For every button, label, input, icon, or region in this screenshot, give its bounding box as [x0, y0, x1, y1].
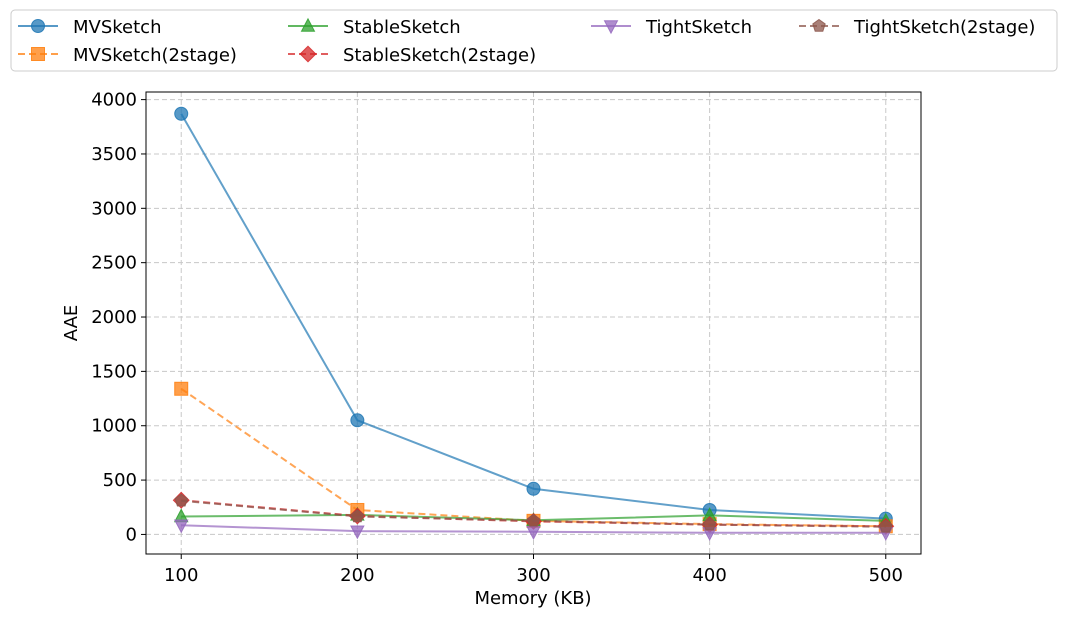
y-tick-label: 2000: [91, 307, 137, 328]
legend-label: MVSketch: [73, 17, 162, 38]
x-tick-label: 100: [164, 565, 198, 586]
legend-item: TightSketch: [591, 17, 752, 38]
y-tick-label: 4000: [91, 90, 137, 111]
y-tick-label: 3000: [91, 198, 137, 219]
data-point: [526, 513, 541, 527]
data-point: [526, 481, 541, 496]
x-axis-title: Memory (KB): [474, 588, 591, 609]
legend-swatch-marker: [300, 17, 316, 32]
data-point: [174, 493, 188, 507]
legend-item: StableSketch: [288, 17, 461, 38]
y-tick-label: 0: [126, 524, 137, 545]
y-tick-label: 1500: [91, 361, 137, 382]
grid-lines: [146, 92, 921, 554]
y-tick-label: 3500: [91, 144, 137, 165]
series-mvsketch: [174, 106, 893, 526]
y-axis: 0 500 1000 1500 2000 2500 3000 3500 4000: [91, 90, 146, 545]
legend-swatch-marker: [603, 20, 619, 35]
data-point: [702, 517, 717, 531]
data-point: [879, 519, 893, 533]
legend-item: MVSketch: [18, 17, 162, 38]
y-tick-label: 1000: [91, 416, 137, 437]
series-line: [180, 387, 886, 528]
legend-item: StableSketch(2stage): [288, 45, 536, 66]
legend-swatch-marker: [31, 19, 45, 33]
data-point: [174, 106, 189, 121]
legend: MVSketch MVSketch(2stage) StableSketch Stab…: [10, 9, 1058, 72]
legend-label: TightSketch: [645, 17, 752, 38]
legend-label: StableSketch(2stage): [343, 45, 536, 66]
x-axis: 100 200 300 400 500: [164, 554, 903, 586]
data-point: [350, 413, 365, 428]
series-layer: [172, 106, 895, 542]
legend-label: MVSketch(2stage): [73, 45, 237, 66]
legend-swatch-marker: [31, 47, 45, 61]
data-point: [350, 525, 365, 540]
legend-swatch-marker: [299, 45, 317, 63]
legend-swatch-marker: [812, 18, 826, 32]
data-point: [350, 509, 365, 523]
legend-item: TightSketch(2stage): [799, 17, 1035, 38]
legend-item: MVSketch(2stage): [18, 45, 237, 66]
x-tick-label: 400: [692, 565, 726, 586]
x-tick-label: 200: [340, 565, 374, 586]
y-tick-label: 2500: [91, 253, 137, 274]
x-tick-label: 300: [516, 565, 550, 586]
x-tick-label: 500: [869, 565, 903, 586]
y-axis-title: AAE: [61, 305, 82, 342]
data-point: [174, 381, 189, 396]
legend-label: TightSketch(2stage): [853, 17, 1035, 38]
legend-box: [10, 9, 1058, 72]
data-point: [173, 519, 189, 534]
legend-label: StableSketch: [343, 17, 461, 38]
series-tightsketch-2stage-: [174, 493, 893, 533]
y-tick-label: 500: [103, 470, 137, 491]
